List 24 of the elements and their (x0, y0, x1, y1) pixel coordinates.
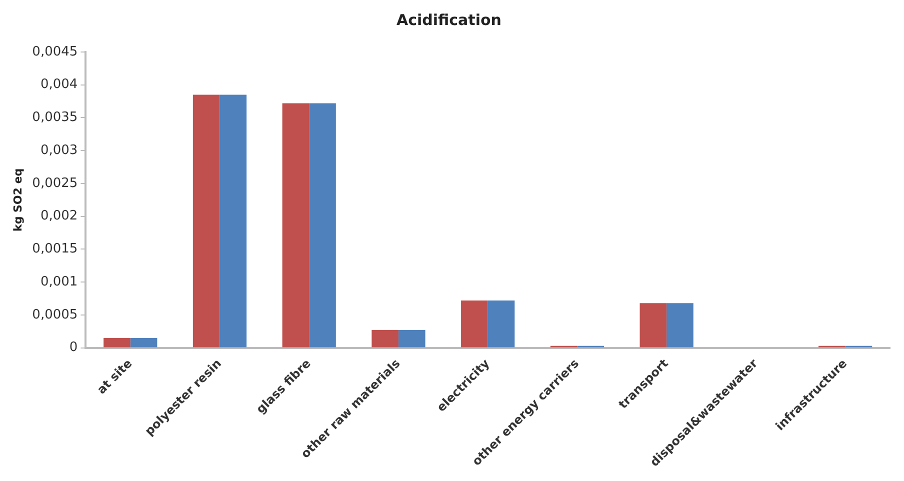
y-axis-title: kg SO2 eq (11, 168, 24, 232)
bar (220, 94, 247, 348)
y-tick-label: 0,0035 (32, 110, 78, 126)
bar (488, 300, 515, 348)
y-tick-label: 0,004 (40, 77, 78, 92)
bar (130, 338, 158, 348)
y-tick-label: 0,002 (40, 208, 78, 224)
bar (309, 103, 336, 348)
y-tick-label: 0,0025 (32, 176, 78, 191)
bar (461, 300, 488, 348)
bar (640, 303, 667, 348)
bar (398, 330, 426, 348)
bar (372, 330, 398, 348)
bar (282, 103, 310, 348)
y-tick-label: 0,0045 (32, 44, 78, 60)
y-tick-label: 0 (69, 340, 78, 356)
y-tick-label: 0,001 (40, 274, 78, 290)
bar (104, 338, 130, 348)
bar (666, 303, 694, 348)
y-tick-label: 0,003 (40, 142, 78, 158)
y-tick-label: 0,0005 (32, 307, 78, 322)
bar (192, 94, 220, 348)
chart-title: Acidification (396, 10, 502, 29)
y-tick-label: 0,0015 (32, 242, 78, 257)
